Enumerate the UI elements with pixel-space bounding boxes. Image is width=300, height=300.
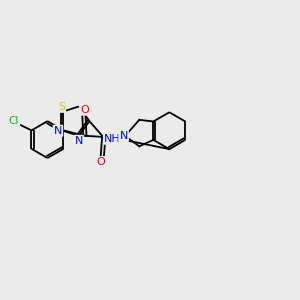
Text: N: N xyxy=(119,131,128,141)
Text: O: O xyxy=(96,157,105,167)
Text: N: N xyxy=(75,136,83,146)
Text: S: S xyxy=(58,102,65,112)
Text: O: O xyxy=(80,105,89,115)
Text: Cl: Cl xyxy=(9,116,19,126)
Text: NH: NH xyxy=(104,134,121,144)
Text: N: N xyxy=(54,126,62,136)
